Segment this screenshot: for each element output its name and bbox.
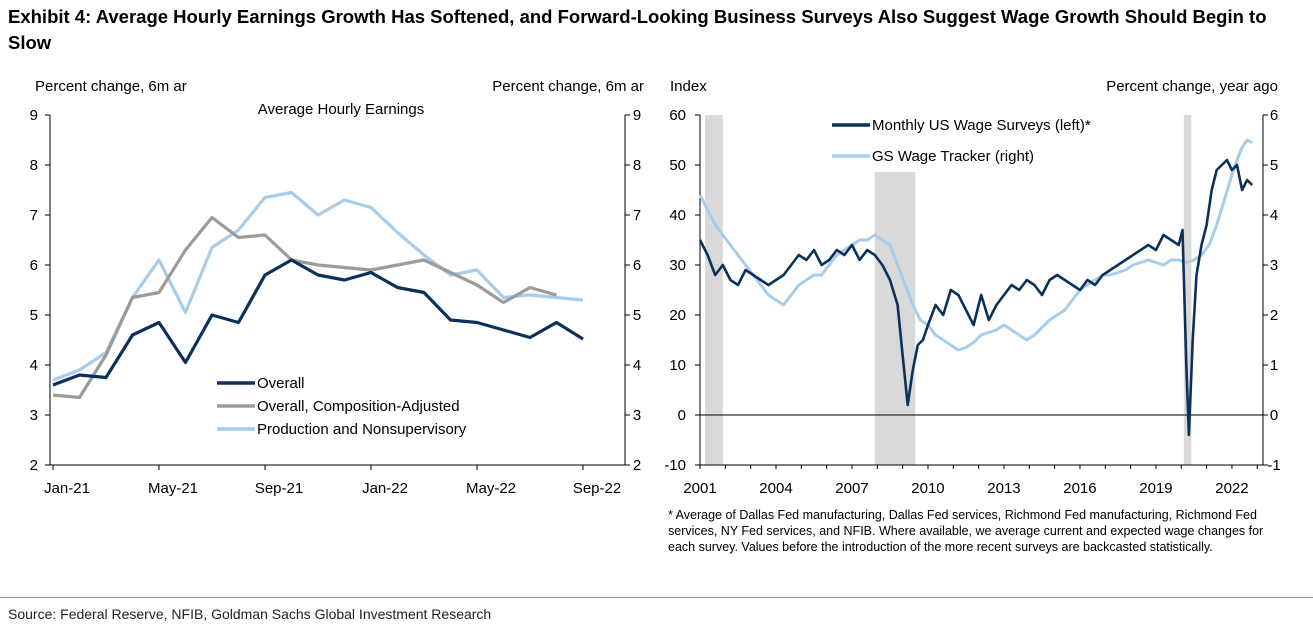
recession-band bbox=[874, 172, 916, 465]
left-chart-left-axis-label: Percent change, 6m ar bbox=[35, 78, 187, 95]
right-x-tick-label: 2001 bbox=[683, 480, 716, 497]
right-y-tick-label-right: 1 bbox=[1270, 357, 1278, 374]
left-y-tick-label: 9 bbox=[30, 107, 38, 124]
right-y-tick-label-left: 10 bbox=[669, 357, 686, 374]
left-x-tick-label: May-22 bbox=[466, 480, 516, 497]
left-y-tick-label: 7 bbox=[30, 207, 38, 224]
recession-band bbox=[1183, 115, 1192, 465]
right-x-tick-label: 2010 bbox=[911, 480, 944, 497]
right-y-tick-label-right: 6 bbox=[1270, 107, 1278, 124]
left-series-line-1 bbox=[52, 215, 557, 400]
left-y-tick-label: 6 bbox=[30, 257, 38, 274]
right-y-tick-label-left: 20 bbox=[669, 307, 686, 324]
left-x-tick-label: Jan-22 bbox=[362, 480, 408, 497]
right-chart: Index Percent change, year ago -10010203… bbox=[664, 78, 1280, 497]
left-y-tick-label-right: 2 bbox=[633, 457, 641, 474]
recession-band bbox=[705, 115, 723, 465]
right-y-tick-label-left: 40 bbox=[669, 207, 686, 224]
left-chart: Percent change, 6m ar Percent change, 6m… bbox=[30, 78, 644, 497]
right-y-tick-label-left: 50 bbox=[669, 157, 686, 174]
left-y-tick-label-right: 9 bbox=[633, 107, 641, 124]
left-x-tick-label: Jan-21 bbox=[44, 480, 90, 497]
right-y-tick-label-right: 4 bbox=[1270, 207, 1278, 224]
right-y-tick-label-right: 5 bbox=[1270, 157, 1278, 174]
left-chart-title: Average Hourly Earnings bbox=[258, 101, 424, 118]
left-y-tick-label-right: 5 bbox=[633, 307, 641, 324]
right-series-line-1 bbox=[698, 138, 1253, 352]
charts-canvas: Percent change, 6m ar Percent change, 6m… bbox=[30, 78, 1281, 497]
right-y-tick-label-right: 2 bbox=[1270, 307, 1278, 324]
right-x-tick-label: 2004 bbox=[759, 480, 792, 497]
footnote: * Average of Dallas Fed manufacturing, D… bbox=[668, 508, 1264, 554]
right-x-tick-label: 2013 bbox=[987, 480, 1020, 497]
right-y-tick-label-left: 30 bbox=[669, 257, 686, 274]
right-y-tick-label-right: 0 bbox=[1270, 407, 1278, 424]
right-legend-label: Monthly US Wage Surveys (left)* bbox=[872, 117, 1091, 134]
right-y-tick-label-right: -1 bbox=[1267, 457, 1280, 474]
left-legend-label: Overall, Composition-Adjusted bbox=[257, 398, 460, 415]
right-y-tick-label-right: 3 bbox=[1270, 257, 1278, 274]
left-y-tick-label-right: 8 bbox=[633, 157, 641, 174]
left-x-tick-label: Sep-22 bbox=[573, 480, 621, 497]
left-x-tick-label: Sep-21 bbox=[255, 480, 303, 497]
left-x-tick-label: May-21 bbox=[148, 480, 198, 497]
left-y-tick-label-right: 3 bbox=[633, 407, 641, 424]
right-series-line-0 bbox=[698, 158, 1254, 437]
right-x-tick-label: 2016 bbox=[1063, 480, 1096, 497]
right-legend-label: GS Wage Tracker (right) bbox=[872, 148, 1034, 165]
left-legend-label: Production and Nonsupervisory bbox=[257, 421, 467, 438]
left-series-line-0 bbox=[52, 258, 584, 387]
source-divider bbox=[0, 597, 1313, 598]
right-chart-left-axis-label: Index bbox=[670, 78, 707, 95]
left-series-line-2 bbox=[52, 190, 584, 382]
right-y-tick-label-left: 0 bbox=[678, 407, 686, 424]
exhibit-title: Exhibit 4: Average Hourly Earnings Growt… bbox=[8, 6, 1267, 53]
right-x-tick-label: 2007 bbox=[835, 480, 868, 497]
left-y-tick-label-right: 6 bbox=[633, 257, 641, 274]
left-legend-label: Overall bbox=[257, 375, 305, 392]
left-y-tick-label: 3 bbox=[30, 407, 38, 424]
left-y-tick-label-right: 4 bbox=[633, 357, 641, 374]
left-y-tick-label: 2 bbox=[30, 457, 38, 474]
left-y-tick-label-right: 7 bbox=[633, 207, 641, 224]
left-chart-right-axis-label: Percent change, 6m ar bbox=[492, 78, 644, 95]
left-y-tick-label: 5 bbox=[30, 307, 38, 324]
right-x-tick-label: 2019 bbox=[1139, 480, 1172, 497]
right-y-tick-label-left: 60 bbox=[669, 107, 686, 124]
right-y-tick-label-left: -10 bbox=[664, 457, 686, 474]
right-chart-right-axis-label: Percent change, year ago bbox=[1106, 78, 1278, 95]
left-y-tick-label: 8 bbox=[30, 157, 38, 174]
right-x-tick-label: 2022 bbox=[1215, 480, 1248, 497]
left-y-tick-label: 4 bbox=[30, 357, 38, 374]
source-note: Source: Federal Reserve, NFIB, Goldman S… bbox=[8, 606, 492, 622]
